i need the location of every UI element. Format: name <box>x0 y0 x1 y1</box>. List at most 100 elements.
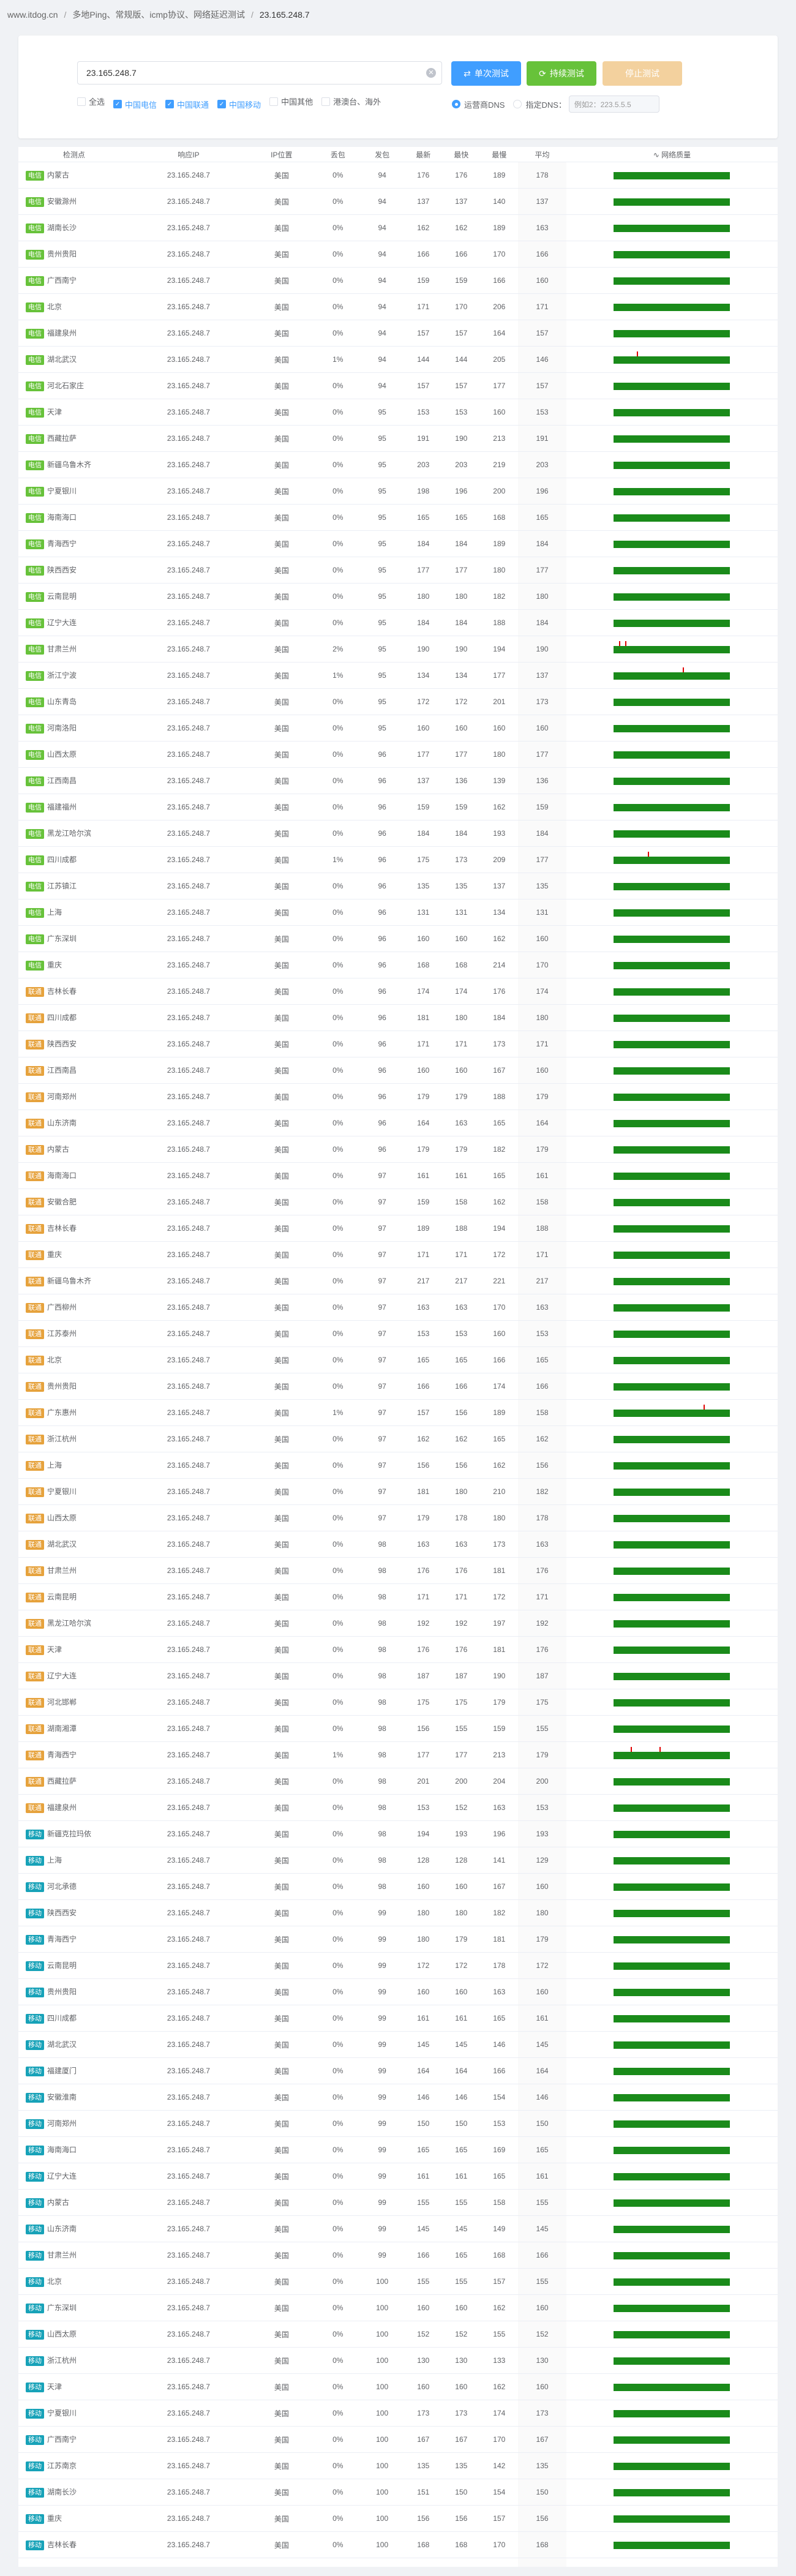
loss-cell: 0% <box>315 530 360 557</box>
loc-cell: 美国 <box>247 162 316 189</box>
last-cell: 179 <box>404 1136 443 1163</box>
node-name: 黑龙江哈尔滨 <box>47 1619 92 1628</box>
avg-cell: 177 <box>518 741 566 768</box>
table-row: 联通 湖南湘潭 23.165.248.7 美国 0% 98 156 155 159 155 <box>18 1715 778 1742</box>
quality-cell <box>566 688 778 715</box>
dns-default-radio[interactable] <box>452 100 460 108</box>
ip-cell: 23.165.248.7 <box>129 320 248 347</box>
node-cell: 电信 河南洛阳 <box>18 715 130 742</box>
table-row: 电信 四川成都 23.165.248.7 美国 1% 96 175 173 209 177 <box>18 846 778 873</box>
last-cell: 152 <box>404 2321 443 2348</box>
avg-cell: 158 <box>518 1399 566 1426</box>
filter-checkbox[interactable]: ✓ 中国联通 <box>165 99 209 110</box>
node-cell: 移动 陕西西安 <box>18 1899 130 1926</box>
node-name: 广东深圳 <box>47 934 77 943</box>
last-cell: 137 <box>404 767 443 794</box>
isp-badge: 电信 <box>26 539 44 549</box>
min-cell: 187 <box>442 1662 481 1689</box>
last-cell: 160 <box>404 1057 443 1084</box>
node-name: 四川成都 <box>47 855 77 864</box>
max-cell: 189 <box>480 530 519 557</box>
ip-cell: 23.165.248.7 <box>129 1267 248 1294</box>
loc-cell: 美国 <box>247 1162 316 1189</box>
quality-cell <box>566 2479 778 2506</box>
loc-cell: 美国 <box>247 688 316 715</box>
avg-cell: 160 <box>518 715 566 742</box>
min-cell: 171 <box>442 1241 481 1268</box>
sent-cell: 97 <box>359 1346 405 1373</box>
single-test-button[interactable]: ⇄ 单次测试 <box>451 61 521 86</box>
stop-test-button[interactable]: 停止测试 <box>603 61 682 86</box>
ip-cell: 23.165.248.7 <box>129 293 248 320</box>
min-cell: 161 <box>442 1162 481 1189</box>
node-name: 黑龙江哈尔滨 <box>47 829 92 838</box>
isp-badge: 移动 <box>26 2488 44 2498</box>
loc-cell: 美国 <box>247 636 316 663</box>
min-cell: 176 <box>442 1636 481 1663</box>
node-name: 河北石家庄 <box>47 381 84 390</box>
quality-bar <box>614 2515 730 2523</box>
close-circle-icon[interactable]: ✕ <box>426 68 436 78</box>
sent-cell: 94 <box>359 346 405 373</box>
loss-cell: 0% <box>315 2558 360 2567</box>
table-row: 移动 四川成都 23.165.248.7 美国 0% 99 161 161 165 161 <box>18 2005 778 2032</box>
ip-cell: 23.165.248.7 <box>129 425 248 452</box>
node-cell: 电信 黑龙江哈尔滨 <box>18 820 130 847</box>
avg-cell: 161 <box>518 2005 566 2032</box>
breadcrumb-current: 23.165.248.7 <box>259 10 310 20</box>
dns-input[interactable]: 例如2：223.5.5.5 <box>568 96 659 113</box>
isp-badge: 电信 <box>26 250 44 260</box>
filter-checkbox[interactable]: ✓ 中国移动 <box>217 99 261 110</box>
ip-cell: 23.165.248.7 <box>129 767 248 794</box>
ip-cell: 23.165.248.7 <box>129 1241 248 1268</box>
filter-checkbox[interactable]: ✓ 中国电信 <box>113 99 157 110</box>
sent-cell: 99 <box>359 2084 405 2111</box>
sent-cell: 100 <box>359 2373 405 2400</box>
breadcrumb-home[interactable]: www.itdog.cn <box>7 10 58 20</box>
loc-cell: 美国 <box>247 2452 316 2479</box>
min-cell: 180 <box>442 1478 481 1505</box>
continuous-test-button[interactable]: ⟳ 持续测试 <box>527 61 596 86</box>
loss-cell: 0% <box>315 1794 360 1821</box>
filter-checkbox[interactable]: 中国其他 <box>269 96 313 107</box>
loc-cell: 美国 <box>247 767 316 794</box>
last-cell: 174 <box>404 978 443 1005</box>
filter-checkbox[interactable]: 港澳台、海外 <box>321 96 381 107</box>
filter-checkbox[interactable]: 全选 <box>77 96 105 107</box>
sent-cell: 99 <box>359 2005 405 2032</box>
node-name: 广西南宁 <box>47 2435 77 2444</box>
table-row: 联通 内蒙古 23.165.248.7 美国 0% 96 179 179 182 179 <box>18 1136 778 1163</box>
avg-cell: 131 <box>518 899 566 926</box>
last-cell: 153 <box>404 1794 443 1821</box>
avg-cell: 129 <box>518 1847 566 1874</box>
loss-cell: 0% <box>315 1636 360 1663</box>
ip-cell: 23.165.248.7 <box>129 2373 248 2400</box>
isp-badge: 联通 <box>26 1514 44 1523</box>
quality-cell <box>566 1952 778 1979</box>
quality-bar <box>614 566 730 574</box>
sent-cell: 100 <box>359 2321 405 2348</box>
loss-spike <box>631 1746 633 1752</box>
node-cell: 联通 海南海口 <box>18 1162 130 1189</box>
target-input[interactable] <box>78 62 426 84</box>
sent-cell: 98 <box>359 1847 405 1874</box>
loss-cell: 0% <box>315 504 360 531</box>
avg-cell: 184 <box>518 609 566 636</box>
avg-cell: 191 <box>518 425 566 452</box>
max-cell: 160 <box>480 399 519 426</box>
avg-cell: 160 <box>518 267 566 294</box>
quality-bar <box>614 1593 730 1601</box>
isp-badge: 联通 <box>26 1593 44 1602</box>
quality-cell <box>566 2268 778 2295</box>
node-name: 甘肃兰州 <box>47 2251 77 2259</box>
breadcrumb-section[interactable]: 多地Ping、常规版、icmp协议、网络延迟测试 <box>72 10 245 20</box>
max-cell: 165 <box>480 1110 519 1136</box>
isp-badge: 联通 <box>26 1803 44 1813</box>
quality-bar <box>614 1672 730 1680</box>
table-row: 联通 广西柳州 23.165.248.7 美国 0% 97 163 163 170 163 <box>18 1294 778 1321</box>
dns-custom-radio[interactable] <box>513 100 522 108</box>
isp-badge: 电信 <box>26 855 44 865</box>
quality-cell <box>566 2505 778 2532</box>
quality-cell <box>566 1241 778 1268</box>
last-cell: 171 <box>404 1583 443 1610</box>
